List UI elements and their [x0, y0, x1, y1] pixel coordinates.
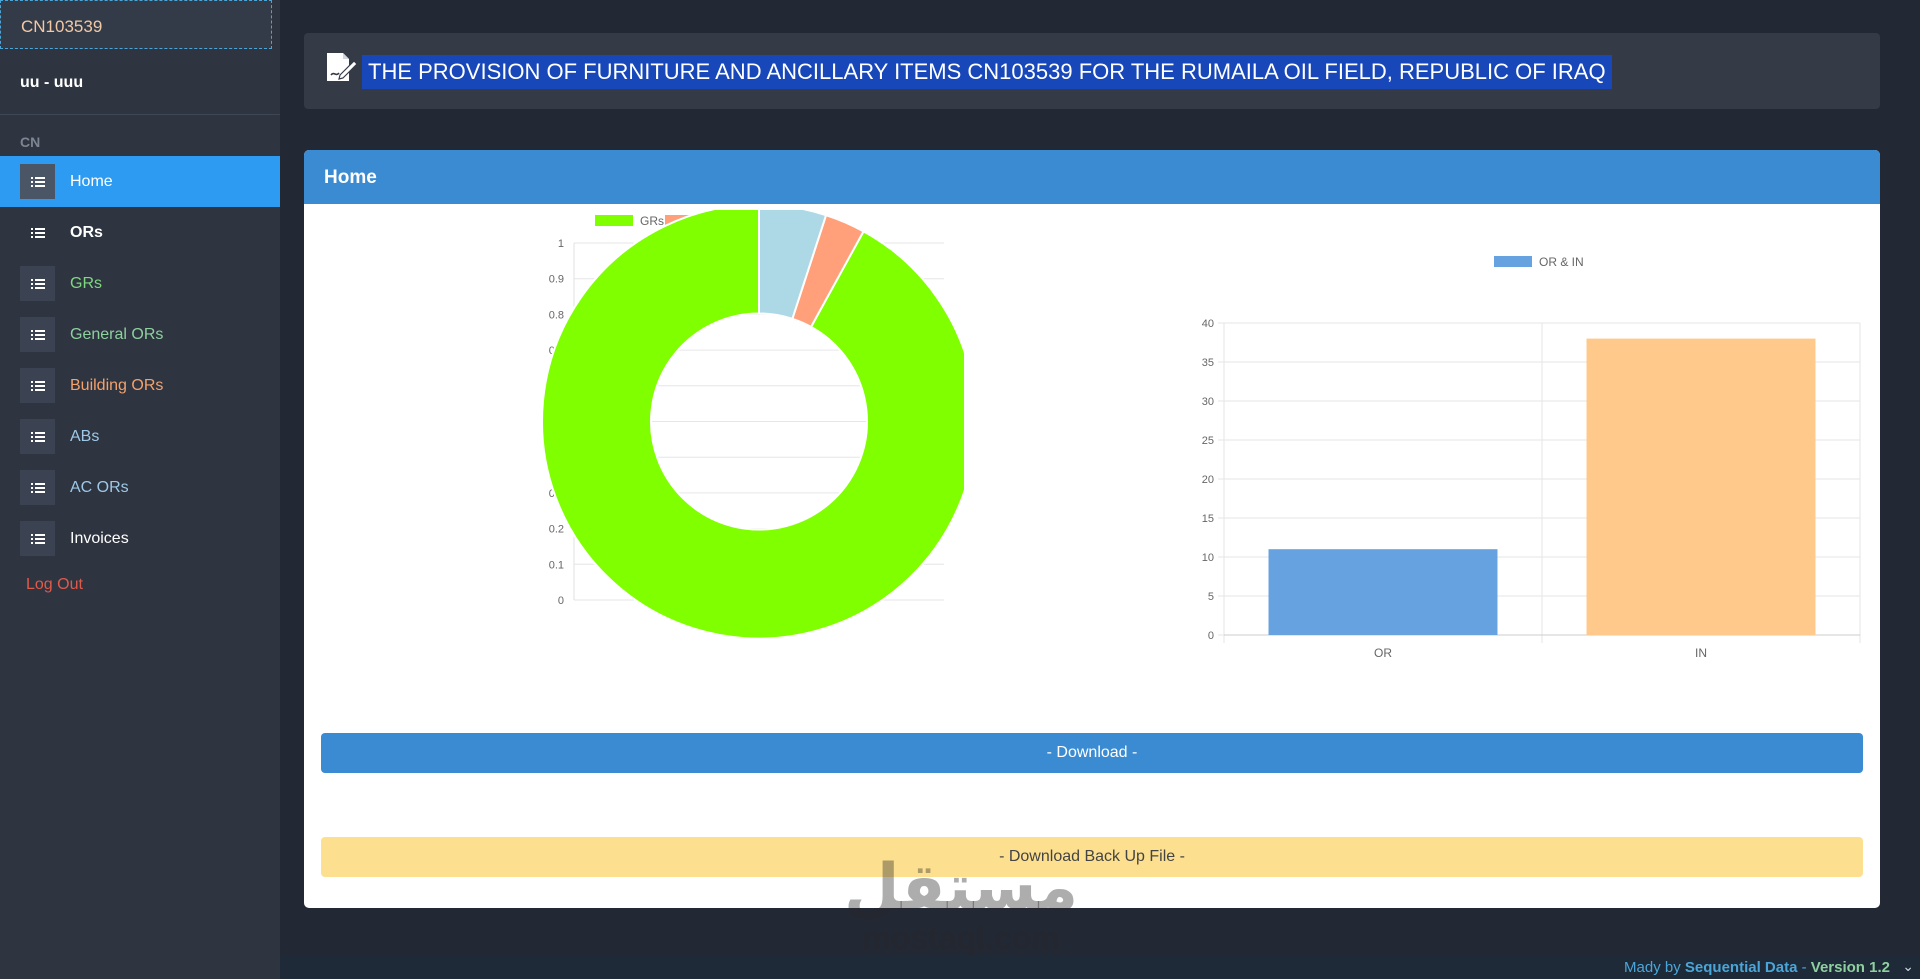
- list-icon: [20, 470, 55, 505]
- user-name: uu - uuu: [20, 74, 84, 91]
- y-tick-label: 35: [1202, 357, 1214, 369]
- sidebar-item-abs[interactable]: ABs: [0, 411, 280, 462]
- bar-chart: 0 5 10 15 20 25 30 35 40 OR & IN OR IN: [1084, 250, 1864, 700]
- bar-chart-svg: 0 5 10 15 20 25 30 35 40 OR & IN OR IN: [1202, 255, 1861, 660]
- page-title: THE PROVISION OF FURNITURE AND ANCILLARY…: [362, 55, 1612, 89]
- y-tick-label: 1: [558, 238, 564, 250]
- list-icon: [20, 368, 55, 403]
- sidebar-nav: Home ORs GRs General ORs Building ORs AB…: [0, 156, 280, 564]
- sidebar-item-general-ors[interactable]: General ORs: [0, 309, 280, 360]
- sidebar-item-label: ORs: [70, 223, 103, 241]
- sidebar-item-label: ABs: [70, 427, 100, 445]
- y-tick-label: 0.8: [549, 309, 564, 321]
- doughnut-chart: 00.10.20.30.40.50.60.70.80.91GRsBLsABs: [444, 203, 977, 670]
- project-title-card: THE PROVISION OF FURNITURE AND ANCILLARY…: [304, 33, 1880, 109]
- doughnut-chart-svg: 00.10.20.30.40.50.60.70.80.91GRsBLsABs: [541, 203, 977, 640]
- sidebar-item-label: AC ORs: [70, 478, 129, 496]
- y-tick-label: 0.2: [549, 524, 564, 536]
- y-tick-label: 15: [1202, 513, 1214, 525]
- chevron-down-icon: ⌄: [1902, 958, 1914, 974]
- footer-separator: -: [1797, 959, 1811, 976]
- legend-label: GRs: [640, 214, 664, 228]
- watermark-logo: مستقل: [844, 851, 1079, 925]
- y-tick-label: 0: [1208, 630, 1214, 642]
- watermark: مستقل mostaql.com: [844, 855, 1078, 955]
- footer-company-link[interactable]: Sequential Data: [1684, 959, 1798, 976]
- list-icon: [20, 215, 55, 250]
- sidebar-item-home[interactable]: Home: [0, 156, 280, 207]
- edit-document-icon: [324, 51, 358, 90]
- panel-title: Home: [324, 167, 377, 188]
- project-code[interactable]: CN103539: [0, 0, 272, 49]
- footer-version: Version 1.2: [1810, 959, 1890, 976]
- legend-swatch: [1494, 256, 1532, 267]
- list-icon: [20, 317, 55, 352]
- x-tick-label: IN: [1695, 646, 1707, 660]
- panel-header: Home: [304, 150, 1880, 204]
- sidebar-item-grs[interactable]: GRs: [0, 258, 280, 309]
- list-icon: [20, 419, 55, 454]
- download-backup-button[interactable]: - Download Back Up File -: [321, 837, 1863, 877]
- y-tick-label: 10: [1202, 552, 1214, 564]
- y-tick-label: 5: [1208, 591, 1214, 603]
- footer: Mady by Sequential Data - Version 1.2 ⌄: [280, 955, 1920, 979]
- y-tick-label: 20: [1202, 474, 1214, 486]
- legend-swatch: [595, 215, 633, 226]
- sidebar-divider: [0, 114, 280, 115]
- y-tick-label: 25: [1202, 435, 1214, 447]
- download-button[interactable]: - Download -: [321, 733, 1863, 773]
- list-icon: [20, 521, 55, 556]
- watermark-text: mostaql.com: [862, 920, 1060, 956]
- sidebar-item-invoices[interactable]: Invoices: [0, 513, 280, 564]
- y-tick-label: 40: [1202, 318, 1214, 330]
- sidebar-item-label: GRs: [70, 274, 102, 292]
- sidebar-item-label: Invoices: [70, 529, 129, 547]
- logout-link[interactable]: Log Out: [26, 576, 83, 593]
- list-icon: [20, 164, 55, 199]
- bar-in: [1586, 338, 1816, 635]
- sidebar: CN103539 uu - uuu CN Home ORs GRs Genera…: [0, 0, 280, 979]
- sidebar-item-label: Building ORs: [70, 376, 164, 394]
- y-tick-label: 30: [1202, 396, 1214, 408]
- sidebar-item-building-ors[interactable]: Building ORs: [0, 360, 280, 411]
- x-tick-label: OR: [1374, 646, 1392, 660]
- sidebar-item-label: General ORs: [70, 325, 164, 343]
- sidebar-item-ac-ors[interactable]: AC ORs: [0, 462, 280, 513]
- y-tick-label: 0.9: [549, 274, 564, 286]
- sidebar-item-ors[interactable]: ORs: [0, 207, 280, 258]
- legend-label: OR & IN: [1539, 255, 1584, 269]
- bar-or: [1268, 549, 1498, 635]
- footer-credit: Mady by Sequential Data - Version 1.2: [1624, 959, 1890, 976]
- home-panel: Home 00.10.20.30.40.50.60.70.80.91GRsBLs…: [304, 150, 1880, 908]
- sidebar-section-label: CN: [20, 134, 41, 150]
- footer-prefix: Mady by: [1624, 959, 1685, 976]
- pie-slice-grs: [541, 203, 977, 640]
- y-tick-label: 0: [558, 595, 564, 607]
- y-tick-label: 0.1: [549, 559, 564, 571]
- sidebar-item-label: Home: [70, 172, 113, 190]
- list-icon: [20, 266, 55, 301]
